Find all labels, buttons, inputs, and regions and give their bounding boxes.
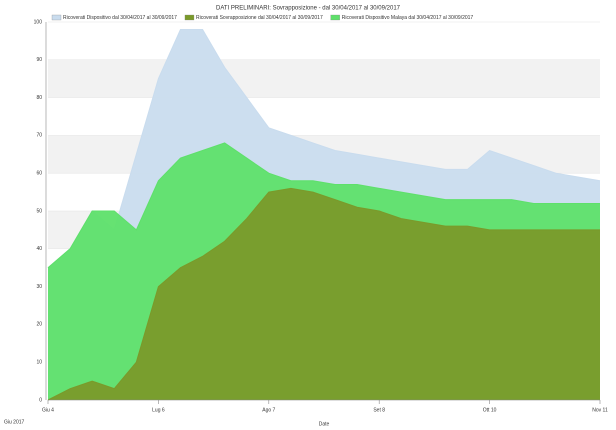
y-tick-label: 90 [36,57,42,63]
x-tick-label: Lug 6 [152,407,165,413]
x-axis-label: Date [319,421,330,427]
corner-label: Giu 2017 [4,419,25,425]
area-line [47,142,600,269]
x-tick-label: Nov 11 [592,407,608,413]
y-tick-label: 70 [36,133,42,139]
legend-swatch [51,14,62,21]
y-tick-label: 40 [36,246,42,252]
x-tick-label: Ago 7 [262,407,275,413]
y-tick-label: 60 [36,171,42,177]
y-tick-label: 20 [36,322,42,328]
area-fill [48,188,600,400]
y-tick-label: 0 [39,397,42,403]
legend-swatch [330,14,340,21]
y-tick-label: 100 [34,19,43,25]
x-tick-label: Set 8 [373,407,385,413]
chart-title: DATI PRELIMINARI: Sovrapposizione - dal … [216,6,401,12]
y-tick-label: 50 [36,208,42,214]
y-tick-label: 10 [36,360,42,366]
area-line [47,187,600,401]
legend-label: Ricoverati Sovrapposizione dal 30/04/201… [196,15,323,21]
grid-band [48,59,600,98]
y-tick-label: 30 [36,284,42,290]
x-tick-label: Ott 10 [483,407,497,413]
x-tick-label: Giu 4 [42,407,54,413]
legend-label: Ricoverati Dispositivo dal 30/04/2017 al… [63,15,177,21]
legend-swatch [184,14,195,21]
y-tick-label: 80 [36,95,42,101]
legend-label: Ricoverati Dispositivo Malaya dal 30/04/… [342,15,474,21]
area-line [47,29,601,269]
